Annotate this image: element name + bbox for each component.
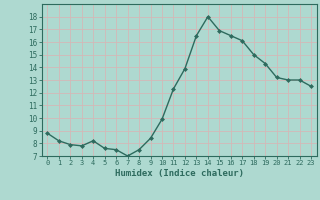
X-axis label: Humidex (Indice chaleur): Humidex (Indice chaleur) (115, 169, 244, 178)
